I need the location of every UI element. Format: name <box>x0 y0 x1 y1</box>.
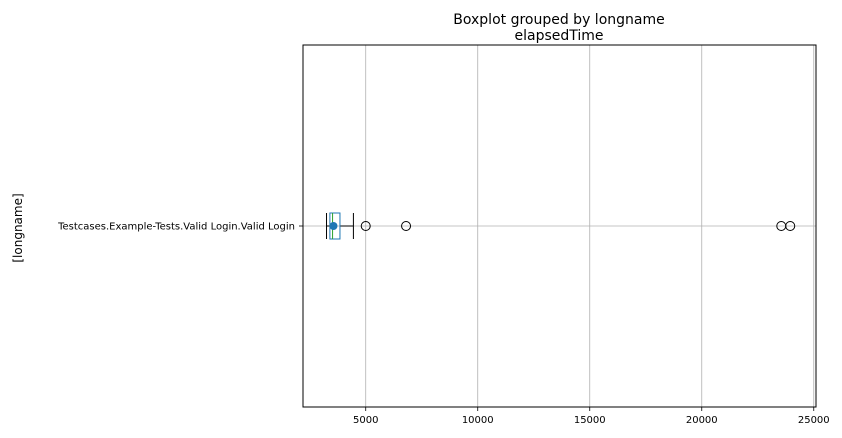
mean-marker <box>329 222 338 230</box>
box-elements <box>326 212 796 240</box>
x-tick-label: 10000 <box>462 415 494 426</box>
outlier-point <box>360 221 371 231</box>
x-tick-label: 5000 <box>353 415 378 426</box>
x-axis-ticks: 5000 10000 15000 20000 25000 <box>353 407 830 426</box>
x-tick-label: 25000 <box>798 415 830 426</box>
chart-title: elapsedTime <box>514 28 603 44</box>
outlier-point <box>401 221 412 231</box>
grid-lines <box>303 45 816 407</box>
x-tick-label: 15000 <box>574 415 606 426</box>
y-axis-label: [longname] <box>11 193 25 262</box>
x-tick-label: 20000 <box>686 415 718 426</box>
chart-suptitle: Boxplot grouped by longname <box>453 12 664 28</box>
y-tick-label: Testcases.Example-Tests.Valid Login.Vali… <box>57 222 295 233</box>
outlier-point <box>785 221 796 231</box>
y-axis-ticks: Testcases.Example-Tests.Valid Login.Vali… <box>57 222 303 233</box>
